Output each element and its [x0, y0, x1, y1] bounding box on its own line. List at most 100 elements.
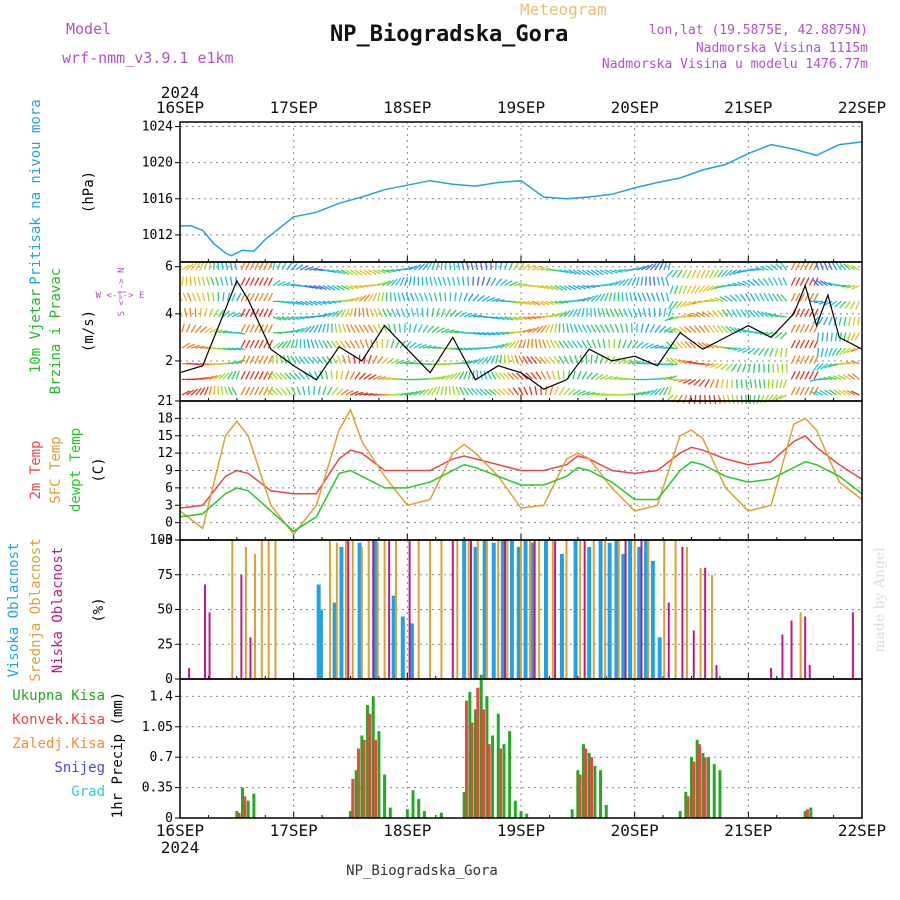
wind-arrow: [713, 394, 717, 404]
wind-compass-v: S <-|-> N: [117, 268, 127, 317]
wind-arrow: [472, 293, 480, 302]
coords-label: lon,lat (19.5875E, 42.8875N): [648, 23, 868, 38]
wind-arrow: [602, 339, 606, 349]
wind-arrow: [296, 386, 301, 396]
wind-arrow: [536, 325, 544, 333]
wind-arrow: [267, 324, 274, 333]
wind-arrow: [627, 359, 637, 365]
wind-arrow: [618, 279, 626, 287]
wind-arrow: [231, 312, 241, 318]
wind-arrow: [546, 370, 551, 380]
wind-arrow: [759, 293, 765, 302]
wind-arrow: [636, 276, 640, 286]
precip-legend-label: Snijeg: [54, 760, 105, 776]
cloud-low-bar: [808, 665, 811, 679]
precip-conv-bar: [499, 748, 503, 818]
wind-arrow: [414, 292, 420, 302]
wind-arrow: [726, 379, 729, 389]
wind-arrow: [208, 308, 214, 318]
precip-total-bar: [366, 705, 370, 818]
day-label-top: 22SEP: [838, 98, 886, 117]
wind-arrow: [322, 285, 332, 291]
wind-arrow: [499, 279, 508, 287]
wind-arrow: [240, 386, 246, 396]
y-tick-label: 6: [165, 481, 173, 496]
wind-arrow: [599, 374, 609, 380]
wind-compass-h: W <-|-> E: [96, 291, 145, 301]
wind-arrow: [688, 394, 692, 404]
cloud-high-bar: [373, 540, 378, 679]
wind-arrow: [808, 261, 815, 271]
wind-arrow: [404, 391, 414, 396]
y-tick-label: 0: [165, 672, 173, 687]
wind-arrow: [405, 308, 410, 318]
wind-arrow: [497, 388, 506, 396]
wind-arrow: [567, 309, 575, 318]
wind-arrow: [347, 354, 351, 364]
wind-arrow: [562, 340, 569, 349]
wind-arrow: [742, 347, 751, 354]
wind-arrow: [459, 311, 468, 318]
panel-frame: [179, 121, 863, 263]
wind-arrow: [195, 345, 205, 349]
cloud-high-bar: [650, 560, 655, 679]
wind-arrow: [764, 264, 774, 271]
cloud-mid-bar: [633, 540, 636, 679]
wind-arrow: [763, 347, 770, 357]
wind-arrow: [851, 373, 860, 380]
wind-arrow: [236, 347, 246, 351]
wind-arrow: [185, 323, 191, 333]
wind-arrow: [426, 261, 433, 271]
wind-arrow: [286, 316, 296, 321]
wind-arrow: [687, 300, 697, 306]
precip-conv-bar: [487, 744, 491, 818]
wind-arrow: [350, 324, 356, 333]
wind-arrow: [823, 316, 829, 326]
wind-arrow: [597, 307, 601, 318]
wind-arrow: [495, 316, 505, 321]
wind-arrow: [820, 363, 829, 370]
wind-arrow: [182, 292, 188, 302]
wind-arrow: [755, 267, 765, 271]
wind-arrow: [819, 280, 828, 287]
wind-arrow: [339, 340, 347, 349]
wind-arrow: [440, 386, 444, 396]
wind-arrow: [277, 280, 286, 287]
wind-arrow: [408, 342, 417, 349]
cloud-low-bar: [469, 540, 472, 679]
wind-arrow: [245, 277, 251, 286]
wind-arrow: [530, 371, 538, 380]
wind-arrow: [258, 386, 264, 396]
wind-arrow: [739, 293, 747, 302]
wind-arrow: [716, 309, 724, 318]
wind-arrow: [410, 308, 415, 318]
wind-arrow: [527, 327, 536, 334]
wind-arrow: [649, 262, 657, 271]
wind-arrow: [245, 386, 251, 396]
wind-arrow: [290, 328, 300, 334]
cloud-mid-bar: [351, 540, 354, 679]
wind-arrow: [572, 370, 576, 380]
wind-arrow: [224, 386, 229, 396]
cloud-high-bar: [559, 553, 564, 679]
wind-arrow: [431, 307, 435, 317]
wind-arrow: [595, 324, 601, 333]
wind-arrow: [219, 276, 224, 286]
wind-arrow: [195, 261, 201, 271]
wind-arrow: [316, 356, 324, 365]
wind-arrow: [790, 292, 796, 302]
wind-arrow: [395, 359, 405, 365]
wind-arrow: [271, 372, 278, 380]
wind-arrow: [227, 347, 237, 351]
wind-arrow: [701, 342, 710, 349]
wind-arrow: [559, 285, 568, 291]
wind-arrow: [206, 292, 210, 302]
wind-arrow: [358, 294, 367, 302]
wind-arrow: [240, 277, 246, 286]
wind-arrow: [212, 292, 215, 302]
wind-arrow: [813, 339, 819, 349]
model-name: wrf-nmm_v3.9.1 e1km: [62, 49, 234, 67]
wind-arrow: [772, 293, 779, 302]
wind-arrow: [281, 282, 291, 287]
wind-arrow: [495, 354, 499, 364]
